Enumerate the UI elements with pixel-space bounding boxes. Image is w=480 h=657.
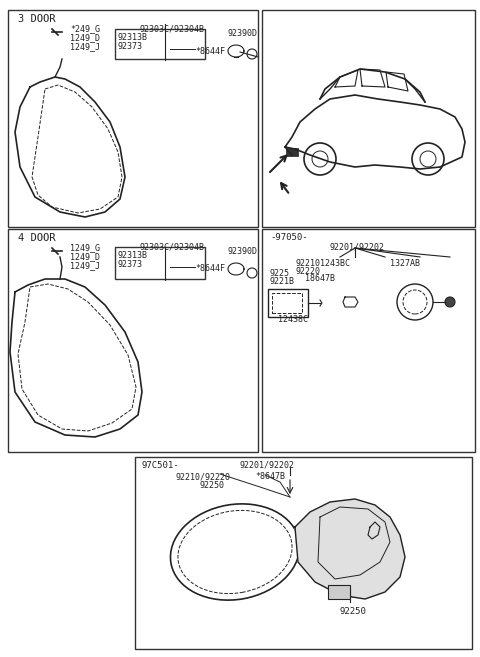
Bar — [115, 247, 205, 279]
Text: 1243BC: 1243BC — [320, 259, 350, 268]
Text: *249_G: *249_G — [70, 24, 100, 33]
Text: 92201/92202: 92201/92202 — [330, 242, 385, 251]
Text: 92250: 92250 — [200, 481, 225, 490]
Text: *8644F: *8644F — [195, 47, 225, 56]
Text: 92303C/92304B: 92303C/92304B — [140, 243, 205, 252]
Bar — [8, 10, 258, 227]
Text: 92303C/92304B: 92303C/92304B — [140, 24, 205, 33]
Text: -97050-: -97050- — [270, 233, 308, 242]
Bar — [262, 10, 475, 227]
Text: 1249_J: 1249_J — [70, 261, 100, 270]
Circle shape — [445, 297, 455, 307]
Text: 4 DOOR: 4 DOOR — [18, 233, 56, 243]
Bar — [115, 29, 205, 59]
Bar — [8, 229, 258, 452]
Text: 1249_D: 1249_D — [70, 252, 100, 261]
Text: 92220: 92220 — [295, 267, 320, 276]
Text: 9221B: 9221B — [270, 277, 295, 286]
Bar — [286, 148, 298, 156]
Text: 1249_D: 1249_D — [70, 33, 100, 42]
Text: 97C501-: 97C501- — [142, 461, 180, 470]
Text: 92313B: 92313B — [118, 251, 148, 260]
Text: 92210/92220: 92210/92220 — [175, 472, 230, 481]
Text: 1327AB: 1327AB — [390, 259, 420, 268]
Text: 92250: 92250 — [340, 607, 367, 616]
Text: 1249_G: 1249_G — [70, 243, 100, 252]
Text: 3 DOOR: 3 DOOR — [18, 14, 56, 24]
Text: 92210: 92210 — [295, 259, 320, 268]
Text: 92390D: 92390D — [228, 247, 258, 256]
Text: 12438C: 12438C — [278, 315, 308, 324]
Text: *8647B: *8647B — [255, 472, 285, 481]
Text: 1249_J: 1249_J — [70, 42, 100, 51]
Text: 18647B: 18647B — [305, 274, 335, 283]
Text: 92313B: 92313B — [118, 33, 148, 42]
Text: 92373: 92373 — [118, 42, 143, 51]
Polygon shape — [295, 499, 405, 599]
Bar — [328, 585, 350, 599]
Text: 92201/92202: 92201/92202 — [240, 461, 295, 470]
Bar — [268, 289, 308, 317]
Bar — [272, 293, 302, 313]
Bar — [262, 229, 475, 452]
Text: 92390D: 92390D — [228, 29, 258, 38]
Text: 8-3: 8-3 — [330, 587, 345, 596]
Text: *8644F: *8644F — [195, 264, 225, 273]
Bar — [135, 457, 472, 649]
Text: 92373: 92373 — [118, 260, 143, 269]
Text: 9225: 9225 — [270, 269, 290, 278]
